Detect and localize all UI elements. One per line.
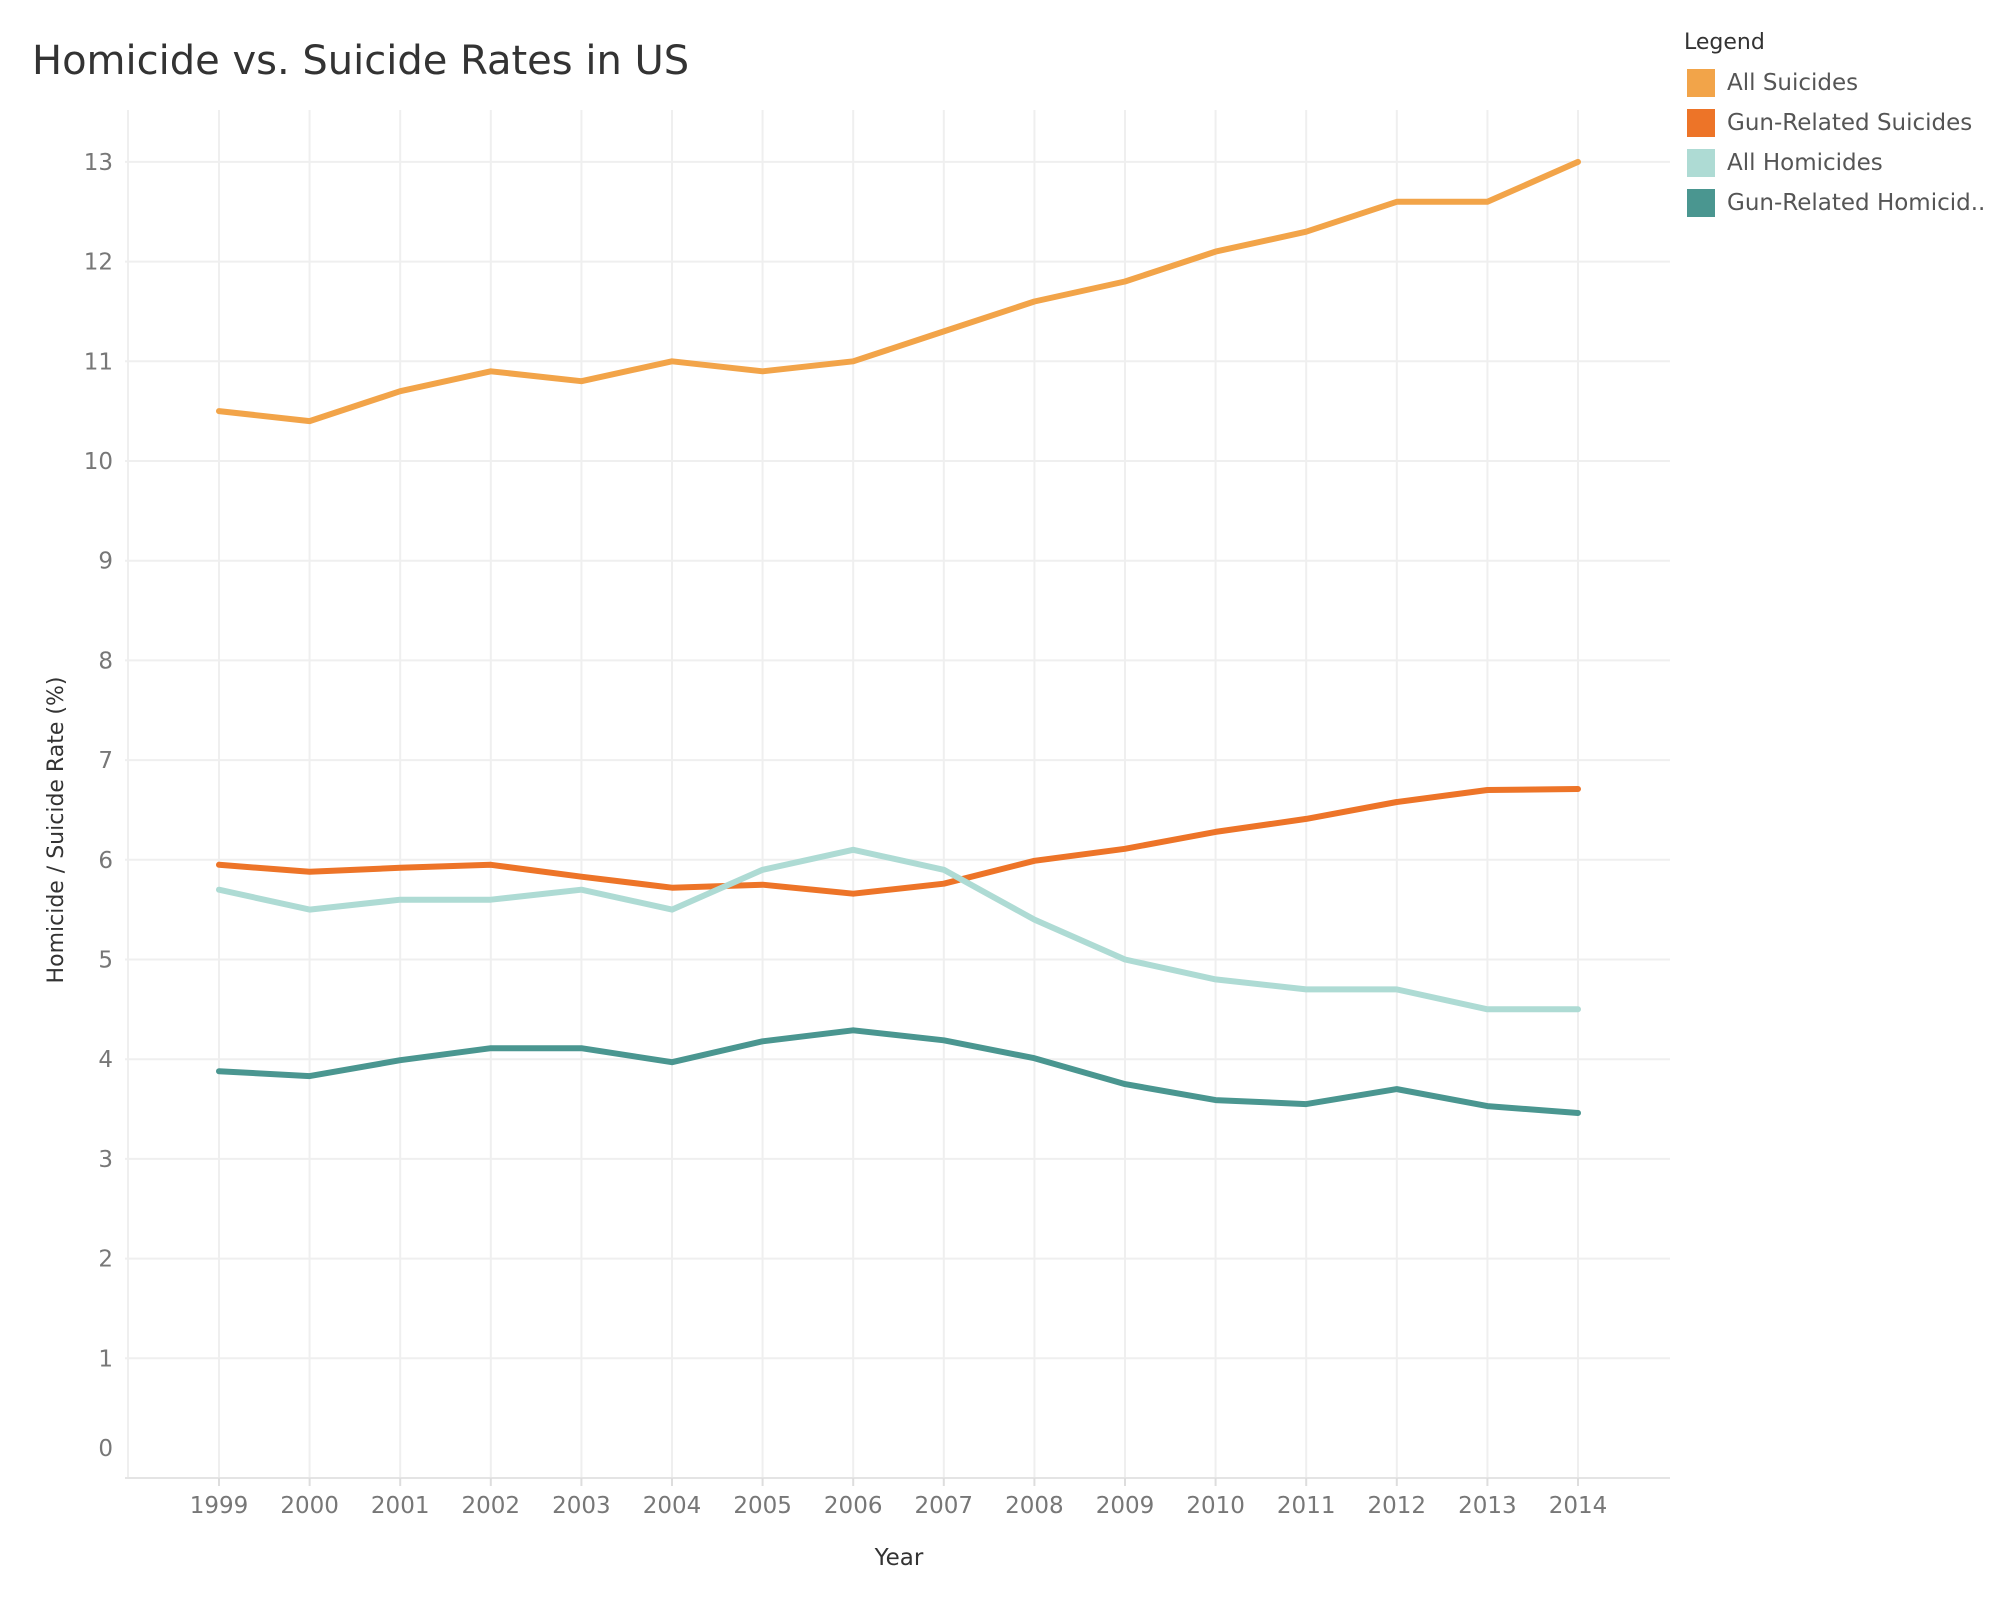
x-tick-label: 2004 xyxy=(643,1493,702,1519)
y-tick-label: 2 xyxy=(98,1247,113,1273)
series-line-all-suicides[interactable] xyxy=(219,162,1578,421)
x-tick-label: 2014 xyxy=(1549,1493,1608,1519)
x-tick-label: 2000 xyxy=(280,1493,339,1519)
x-tick-label: 2010 xyxy=(1186,1493,1245,1519)
series-layer xyxy=(219,162,1578,1113)
y-tick-label: 3 xyxy=(98,1147,113,1173)
x-tick-label: 2007 xyxy=(915,1493,974,1519)
series-line-all-homicides[interactable] xyxy=(219,850,1578,1010)
x-tick-label: 2006 xyxy=(824,1493,883,1519)
y-tick-label: 7 xyxy=(98,748,113,774)
y-tick-label: 6 xyxy=(98,848,113,874)
x-tick-label: 2009 xyxy=(1096,1493,1155,1519)
series-line-gun-related-homicid[interactable] xyxy=(219,1030,1578,1113)
y-tick-label: 4 xyxy=(98,1047,113,1073)
y-tick-label: 12 xyxy=(84,250,113,276)
x-tick-label: 2013 xyxy=(1458,1493,1517,1519)
x-tick-label: 2001 xyxy=(371,1493,430,1519)
y-tick-label: 11 xyxy=(84,349,113,375)
y-tick-label: 1 xyxy=(98,1346,113,1372)
y-tick-label: 8 xyxy=(98,648,113,674)
x-tick-label: 2003 xyxy=(552,1493,611,1519)
x-tick-label: 2012 xyxy=(1368,1493,1427,1519)
x-tick-label: 2002 xyxy=(462,1493,521,1519)
x-tick-label: 2011 xyxy=(1277,1493,1336,1519)
x-tick-label: 2008 xyxy=(1005,1493,1064,1519)
y-tick-label: 9 xyxy=(98,549,113,575)
y-axis-title: Homicide / Suicide Rate (%) xyxy=(44,677,69,984)
x-axis-title: Year xyxy=(874,1545,924,1571)
x-tick-label: 2005 xyxy=(733,1493,792,1519)
y-tick-label: 0 xyxy=(98,1436,113,1462)
x-tick-label: 1999 xyxy=(190,1493,249,1519)
y-tick-label: 10 xyxy=(84,449,113,475)
y-tick-label: 13 xyxy=(84,150,113,176)
y-tick-label: 5 xyxy=(98,948,113,974)
series-line-gun-related-suicides[interactable] xyxy=(219,789,1578,894)
